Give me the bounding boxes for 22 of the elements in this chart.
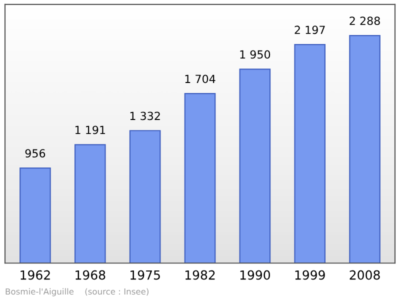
bar — [294, 44, 326, 264]
bar — [74, 144, 106, 264]
x-tick-label: 1975 — [130, 270, 160, 280]
x-tick-label: 1990 — [240, 270, 270, 280]
x-tick-label: 2008 — [350, 270, 380, 280]
data-label: 1 950 — [240, 50, 270, 59]
data-label: 956 — [25, 149, 46, 158]
bar — [184, 93, 216, 264]
data-label: 2 288 — [350, 16, 380, 26]
bar — [20, 167, 51, 264]
data-label: 1 704 — [185, 74, 216, 84]
data-label: 1 191 — [75, 126, 106, 134]
bar — [129, 130, 161, 264]
x-tick-label: 1962 — [20, 270, 50, 280]
data-label: 1 332 — [130, 112, 160, 120]
bar — [239, 68, 271, 264]
x-tick-label: 1999 — [295, 270, 325, 280]
bar — [349, 34, 380, 264]
data-label: 2 197 — [294, 26, 325, 34]
text: Bosmie-l'Aiguille (source : Insee) — [6, 288, 148, 296]
x-tick-label: 1968 — [76, 270, 106, 280]
x-tick-label: 1982 — [185, 270, 215, 280]
